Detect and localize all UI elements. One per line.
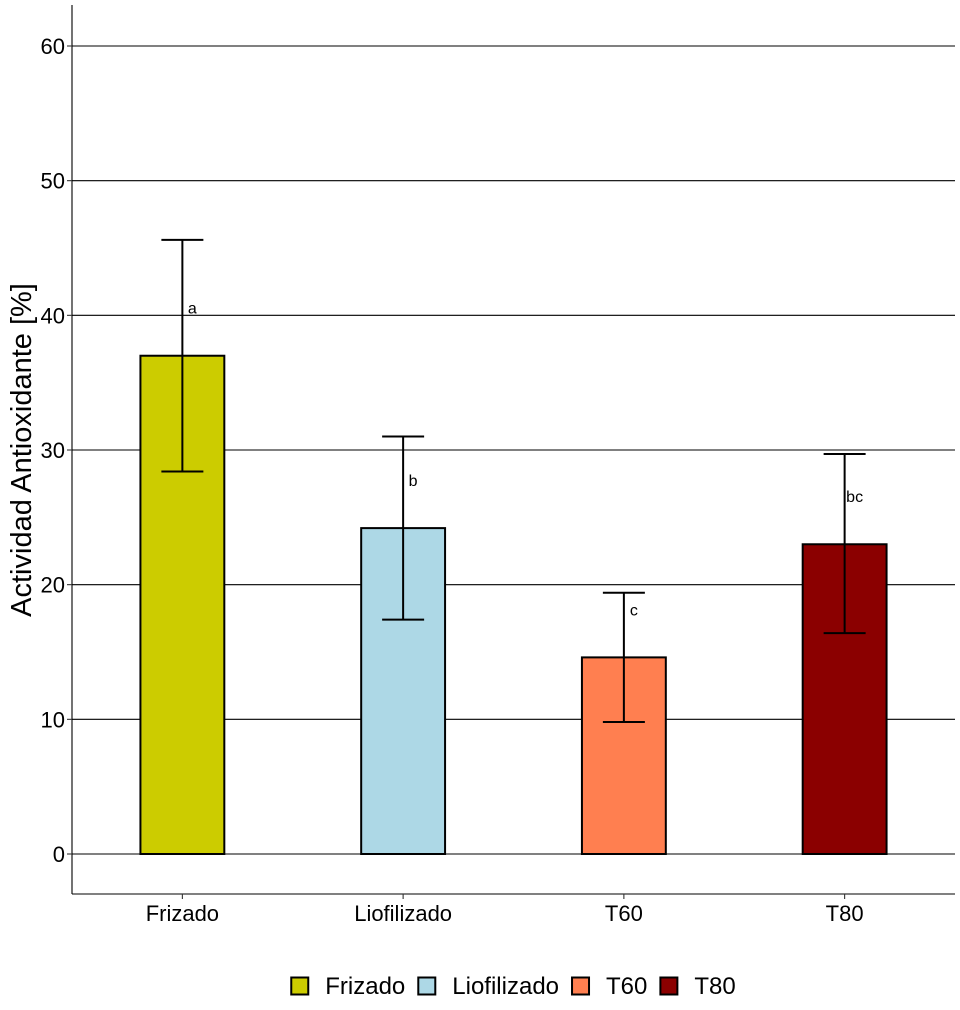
legend: Frizado Liofilizado T60 T80 bbox=[290, 973, 736, 1000]
y-tick-label: 0 bbox=[53, 842, 65, 867]
x-tick-label: Frizado bbox=[146, 901, 219, 926]
significance-label: c bbox=[630, 602, 638, 619]
y-tick-label: 30 bbox=[41, 438, 65, 463]
legend-key-frizado bbox=[290, 976, 310, 996]
legend-key-t60 bbox=[571, 976, 591, 996]
bars bbox=[139, 354, 888, 856]
y-tick-label: 20 bbox=[41, 573, 65, 598]
y-axis-title: Actividad Antioxidante [%] bbox=[6, 283, 38, 617]
bar-t60 bbox=[580, 656, 667, 855]
y-tick-label: 60 bbox=[41, 34, 65, 59]
legend-key-liofilizado bbox=[417, 976, 437, 996]
legend-key-t80 bbox=[659, 976, 679, 996]
y-axis-ticks: 0 10 20 30 40 50 60 bbox=[41, 34, 72, 867]
significance-label: b bbox=[409, 473, 418, 490]
legend-label: Liofilizado bbox=[452, 973, 559, 1000]
x-tick-label: T80 bbox=[826, 901, 864, 926]
y-tick-label: 10 bbox=[41, 707, 65, 732]
x-tick-label: T60 bbox=[605, 901, 643, 926]
legend-label: T60 bbox=[606, 973, 647, 1000]
error-bar-frizado bbox=[161, 238, 204, 473]
y-tick-label: 40 bbox=[41, 303, 65, 328]
x-tick-label: Liofilizado bbox=[354, 901, 452, 926]
legend-label: Frizado bbox=[325, 973, 405, 1000]
significance-label: bc bbox=[846, 489, 863, 506]
error-bar-t60 bbox=[602, 591, 645, 724]
error-bar-t80 bbox=[823, 453, 866, 635]
y-tick-label: 50 bbox=[41, 169, 65, 194]
significance-label: a bbox=[188, 301, 197, 318]
legend-label: T80 bbox=[694, 973, 735, 1000]
error-bars bbox=[161, 238, 866, 724]
bar-frizado bbox=[139, 354, 226, 855]
x-axis-ticks: Frizado Liofilizado T60 T80 bbox=[146, 894, 864, 926]
error-bar-liofilizado bbox=[382, 435, 425, 621]
